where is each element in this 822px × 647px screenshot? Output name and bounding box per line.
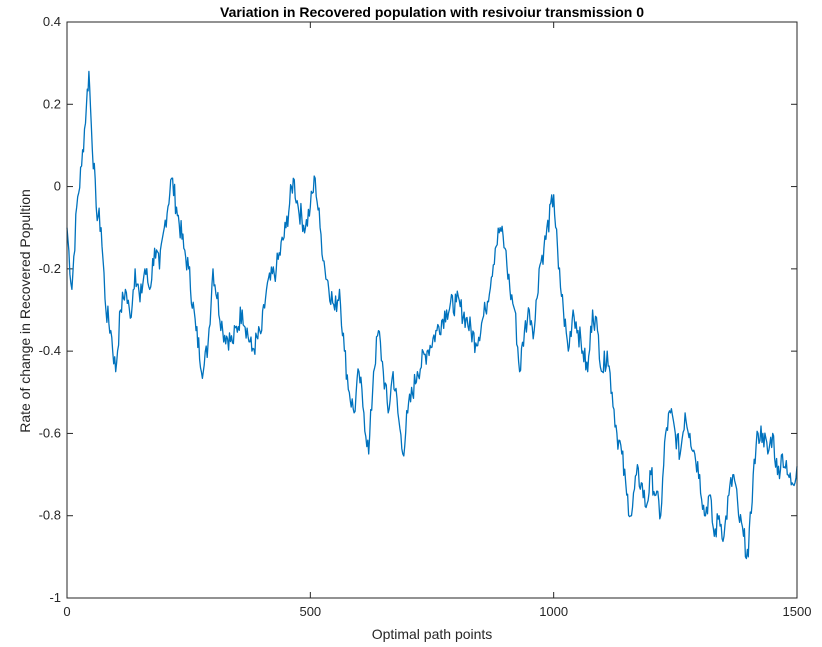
x-tick-label: 1500 <box>783 604 812 619</box>
y-tick-label: -1 <box>49 590 61 605</box>
y-tick-label: -0.4 <box>39 343 61 358</box>
x-tick-label: 500 <box>299 604 321 619</box>
x-tick-label: 1000 <box>539 604 568 619</box>
chart-title: Variation in Recovered population with r… <box>220 4 644 20</box>
y-axis: -1 -0.8 -0.6 -0.4 -0.2 0 0.2 0.4 <box>39 14 797 605</box>
y-axis-label: Rate of change in Recovered Popultion <box>17 189 33 433</box>
y-tick-label: -0.6 <box>39 425 61 440</box>
series-line <box>66 70 798 560</box>
plot-area <box>67 22 797 598</box>
x-tick-label: 0 <box>63 604 70 619</box>
y-tick-label: 0.2 <box>43 96 61 111</box>
y-tick-label: -0.2 <box>39 261 61 276</box>
y-tick-label: -0.8 <box>39 508 61 523</box>
x-axis-label: Optimal path points <box>372 626 493 642</box>
y-tick-label: 0 <box>54 179 61 194</box>
plot-frame <box>66 21 798 599</box>
y-tick-label: 0.4 <box>43 14 61 29</box>
